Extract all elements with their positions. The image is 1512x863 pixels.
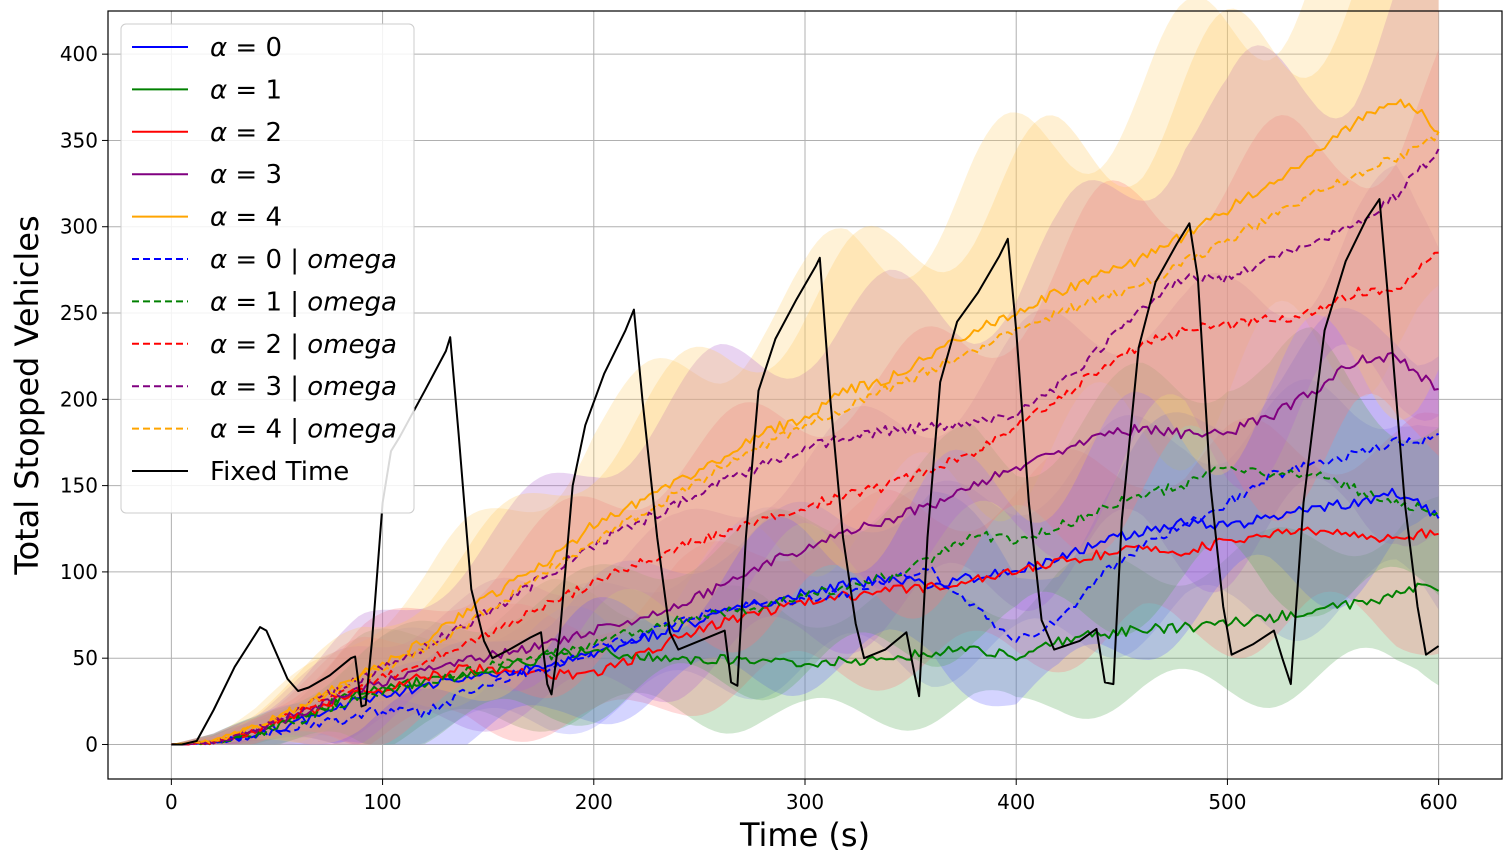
y-tick-label: 250 [60,301,98,325]
series-line-5 [171,432,1439,746]
x-tick-label: 500 [1208,790,1246,814]
series-line-8 [171,148,1440,746]
series-line-3 [171,351,1439,746]
y-tick-label: 100 [60,560,98,584]
legend-label: α = 1 | omega [210,287,397,317]
band-5 [171,307,1439,745]
band-8 [171,0,1439,745]
grid [108,11,1502,779]
legend-box [120,23,415,514]
x-axis-title: Time (s) [739,816,870,854]
band-0 [171,379,1439,745]
legend-label: α = 0 [210,33,282,63]
y-tick-label: 400 [60,42,98,66]
band-2 [171,412,1439,745]
legend-label: α = 4 | omega [210,415,397,445]
series-line-10 [171,198,1440,746]
x-tick-label: 600 [1420,790,1458,814]
x-tick-label: 0 [165,790,178,814]
y-tick-label: 350 [60,128,98,152]
legend-label: α = 2 [210,118,282,148]
x-tick-label: 300 [786,790,824,814]
legend-label: α = 3 | omega [210,372,397,402]
legend: α = 0 α = 1 α = 2 α = 3 α = 4 α = 0 | omega α … [120,23,415,514]
legend-label: α = 2 | omega [210,330,397,360]
x-axis: 0 100 200 300 400 500 600 [165,779,1458,814]
band-3 [171,165,1439,745]
y-tick-label: 0 [85,732,98,756]
series-line-4 [171,98,1439,746]
x-tick-label: 400 [997,790,1035,814]
y-tick-label: 150 [60,474,98,498]
band-4 [171,0,1439,745]
y-tick-label: 200 [60,387,98,411]
x-tick-label: 100 [363,790,401,814]
band-7 [171,49,1439,745]
series-lines [171,98,1440,746]
x-tick-label: 200 [575,790,613,814]
band-9 [171,0,1439,745]
y-axis: 0 50 100 150 200 250 300 350 400 [60,42,108,756]
legend-label: α = 3 [210,160,282,190]
series-line-7 [171,251,1439,746]
y-axis-title: Total Stopped Vehicles [8,215,46,575]
y-tick-label: 50 [73,646,98,670]
y-tick-label: 300 [60,215,98,239]
legend-label: α = 4 [210,203,282,233]
legend-label: α = 0 | omega [210,245,397,275]
series-line-6 [171,466,1440,746]
band-1 [171,496,1439,745]
legend-label: Fixed Time [210,457,349,487]
legend-label: α = 1 [210,75,282,105]
series-line-9 [171,131,1440,746]
